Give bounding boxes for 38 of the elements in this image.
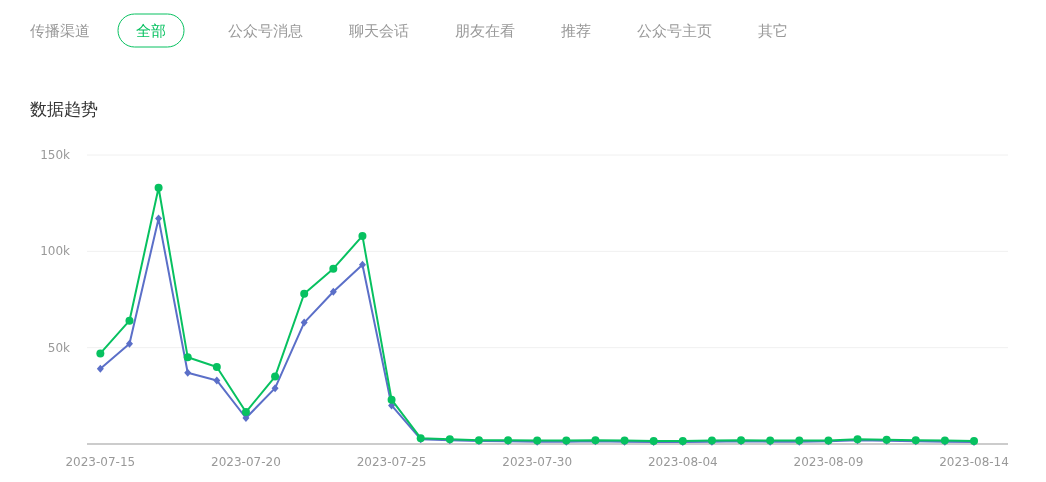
x-tick-label: 2023-07-20 bbox=[211, 455, 281, 469]
point bbox=[154, 183, 163, 192]
point bbox=[271, 372, 280, 381]
x-tick-label: 2023-08-09 bbox=[793, 455, 864, 469]
point bbox=[387, 395, 396, 404]
y-tick-label: 100k bbox=[40, 244, 71, 259]
x-tick-label: 2023-07-30 bbox=[502, 455, 573, 469]
point bbox=[300, 318, 308, 327]
point bbox=[241, 408, 250, 417]
x-tick-label: 2023-07-15 bbox=[65, 455, 136, 469]
point bbox=[271, 384, 279, 393]
point bbox=[212, 362, 221, 371]
point bbox=[329, 287, 337, 296]
point bbox=[213, 376, 221, 385]
text: 聊天会话 bbox=[349, 22, 409, 40]
x-tick-label: 2023-08-04 bbox=[647, 455, 718, 469]
text: 传播渠道 bbox=[30, 22, 90, 40]
text: 朋友在看 bbox=[455, 22, 515, 40]
point bbox=[96, 364, 104, 373]
text: 公众号消息 bbox=[228, 22, 303, 40]
x-tick-label: 2023-08-14 bbox=[939, 455, 1009, 469]
point bbox=[184, 368, 192, 377]
point bbox=[300, 289, 309, 298]
text: 其它 bbox=[758, 22, 788, 40]
point bbox=[329, 264, 338, 273]
text: 公众号主页 bbox=[637, 22, 712, 40]
point bbox=[125, 316, 134, 325]
chart-title: 数据趋势 bbox=[30, 99, 98, 119]
point bbox=[96, 349, 105, 358]
point bbox=[125, 339, 133, 348]
text: 全部 bbox=[136, 22, 166, 40]
point bbox=[358, 231, 367, 240]
y-tick-label: 50k bbox=[47, 340, 71, 355]
y-tick-label: 150k bbox=[40, 148, 71, 162]
point bbox=[358, 260, 366, 269]
text: 推荐 bbox=[561, 22, 591, 40]
point bbox=[183, 353, 192, 362]
x-tick-label: 2023-07-25 bbox=[356, 455, 427, 469]
